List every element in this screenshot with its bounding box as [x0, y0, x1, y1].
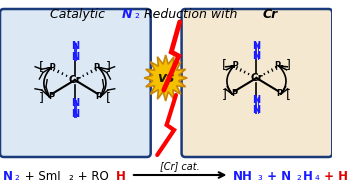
Polygon shape [144, 55, 187, 101]
Text: N: N [252, 41, 261, 51]
Text: N: N [71, 98, 79, 108]
Text: ₂: ₂ [15, 170, 20, 183]
Text: [: [ [286, 88, 291, 101]
Text: [: [ [106, 91, 111, 104]
Text: N: N [252, 105, 261, 115]
Text: N: N [71, 109, 79, 119]
Text: [: [ [222, 59, 227, 71]
Text: N: N [252, 95, 261, 105]
FancyBboxPatch shape [181, 9, 332, 157]
Text: Reduction with: Reduction with [140, 8, 242, 21]
Text: NH: NH [233, 170, 253, 183]
Text: ]: ] [222, 88, 227, 101]
Text: P: P [231, 90, 237, 98]
Text: Cr: Cr [69, 75, 81, 85]
Text: Cr: Cr [263, 8, 278, 21]
Text: N: N [252, 51, 261, 61]
Text: ₂: ₂ [354, 170, 355, 183]
Text: Cr: Cr [250, 73, 263, 83]
Text: ₂: ₂ [69, 170, 73, 183]
Text: N: N [121, 8, 132, 21]
FancyBboxPatch shape [0, 9, 151, 157]
Text: ₄: ₄ [315, 170, 319, 183]
Text: P: P [276, 90, 282, 98]
Text: ]: ] [39, 91, 44, 104]
Text: N: N [3, 170, 13, 183]
Text: + N: + N [263, 170, 291, 183]
Text: [Cr] cat.: [Cr] cat. [160, 161, 200, 171]
Text: P-: P- [94, 63, 103, 72]
Text: N: N [71, 52, 79, 62]
Text: Catalytic: Catalytic [50, 8, 109, 21]
Text: ₂: ₂ [134, 8, 139, 21]
Text: -P: -P [229, 61, 239, 70]
Text: ₂: ₂ [297, 170, 301, 183]
Text: + SmI: + SmI [21, 170, 60, 183]
Text: + RO: + RO [74, 170, 109, 183]
Text: N: N [71, 41, 79, 51]
Text: + H: + H [320, 170, 348, 183]
Text: [: [ [39, 60, 44, 73]
Text: P: P [95, 92, 102, 101]
Text: ]: ] [106, 60, 111, 73]
Text: H: H [116, 170, 126, 183]
Text: H: H [302, 170, 312, 183]
Text: P: P [48, 92, 54, 101]
Text: P-: P- [274, 61, 284, 70]
Text: ₃: ₃ [257, 170, 262, 183]
Text: ]: ] [286, 59, 291, 71]
Text: vs: vs [157, 71, 174, 85]
Text: -P: -P [47, 63, 56, 72]
